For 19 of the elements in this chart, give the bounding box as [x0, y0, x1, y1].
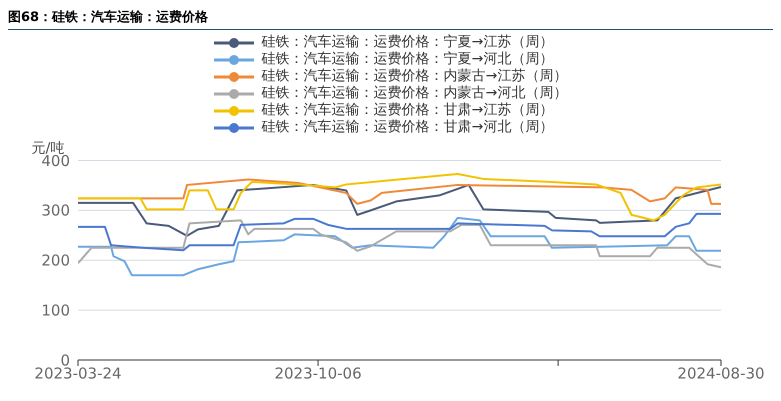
- y-tick-label: 100: [41, 301, 70, 320]
- legend-label: 硅铁：汽车运输：运费价格：宁夏→江苏（周）: [262, 34, 554, 51]
- x-tick-label: 2023-10-06: [274, 364, 362, 383]
- line-series: [78, 184, 721, 237]
- y-tick-label: 200: [41, 252, 70, 270]
- chart-title: 图68：硅铁：汽车运输：运费价格: [8, 8, 773, 30]
- legend-label: 硅铁：汽车运输：运费价格：甘肃→江苏（周）: [262, 102, 554, 119]
- legend-label: 硅铁：汽车运输：运费价格：内蒙古→江苏（周）: [262, 68, 568, 85]
- line-series: [78, 216, 721, 276]
- legend-label: 硅铁：汽车运输：运费价格：宁夏→河北（周）: [262, 51, 554, 68]
- y-tick-label: 300: [41, 202, 70, 220]
- legend-label: 硅铁：汽车运输：运费价格：内蒙古→河北（周）: [262, 85, 568, 102]
- line-series: [78, 212, 721, 252]
- y-axis-title: 元/吨: [32, 140, 64, 156]
- line-series: [78, 172, 721, 222]
- x-tick-label: 2023-03-24: [34, 364, 122, 383]
- line-series: [78, 219, 721, 268]
- legend-label: 硅铁：汽车运输：运费价格：甘肃→河北（周）: [262, 119, 554, 136]
- x-tick-label: 2024-08-30: [677, 364, 765, 383]
